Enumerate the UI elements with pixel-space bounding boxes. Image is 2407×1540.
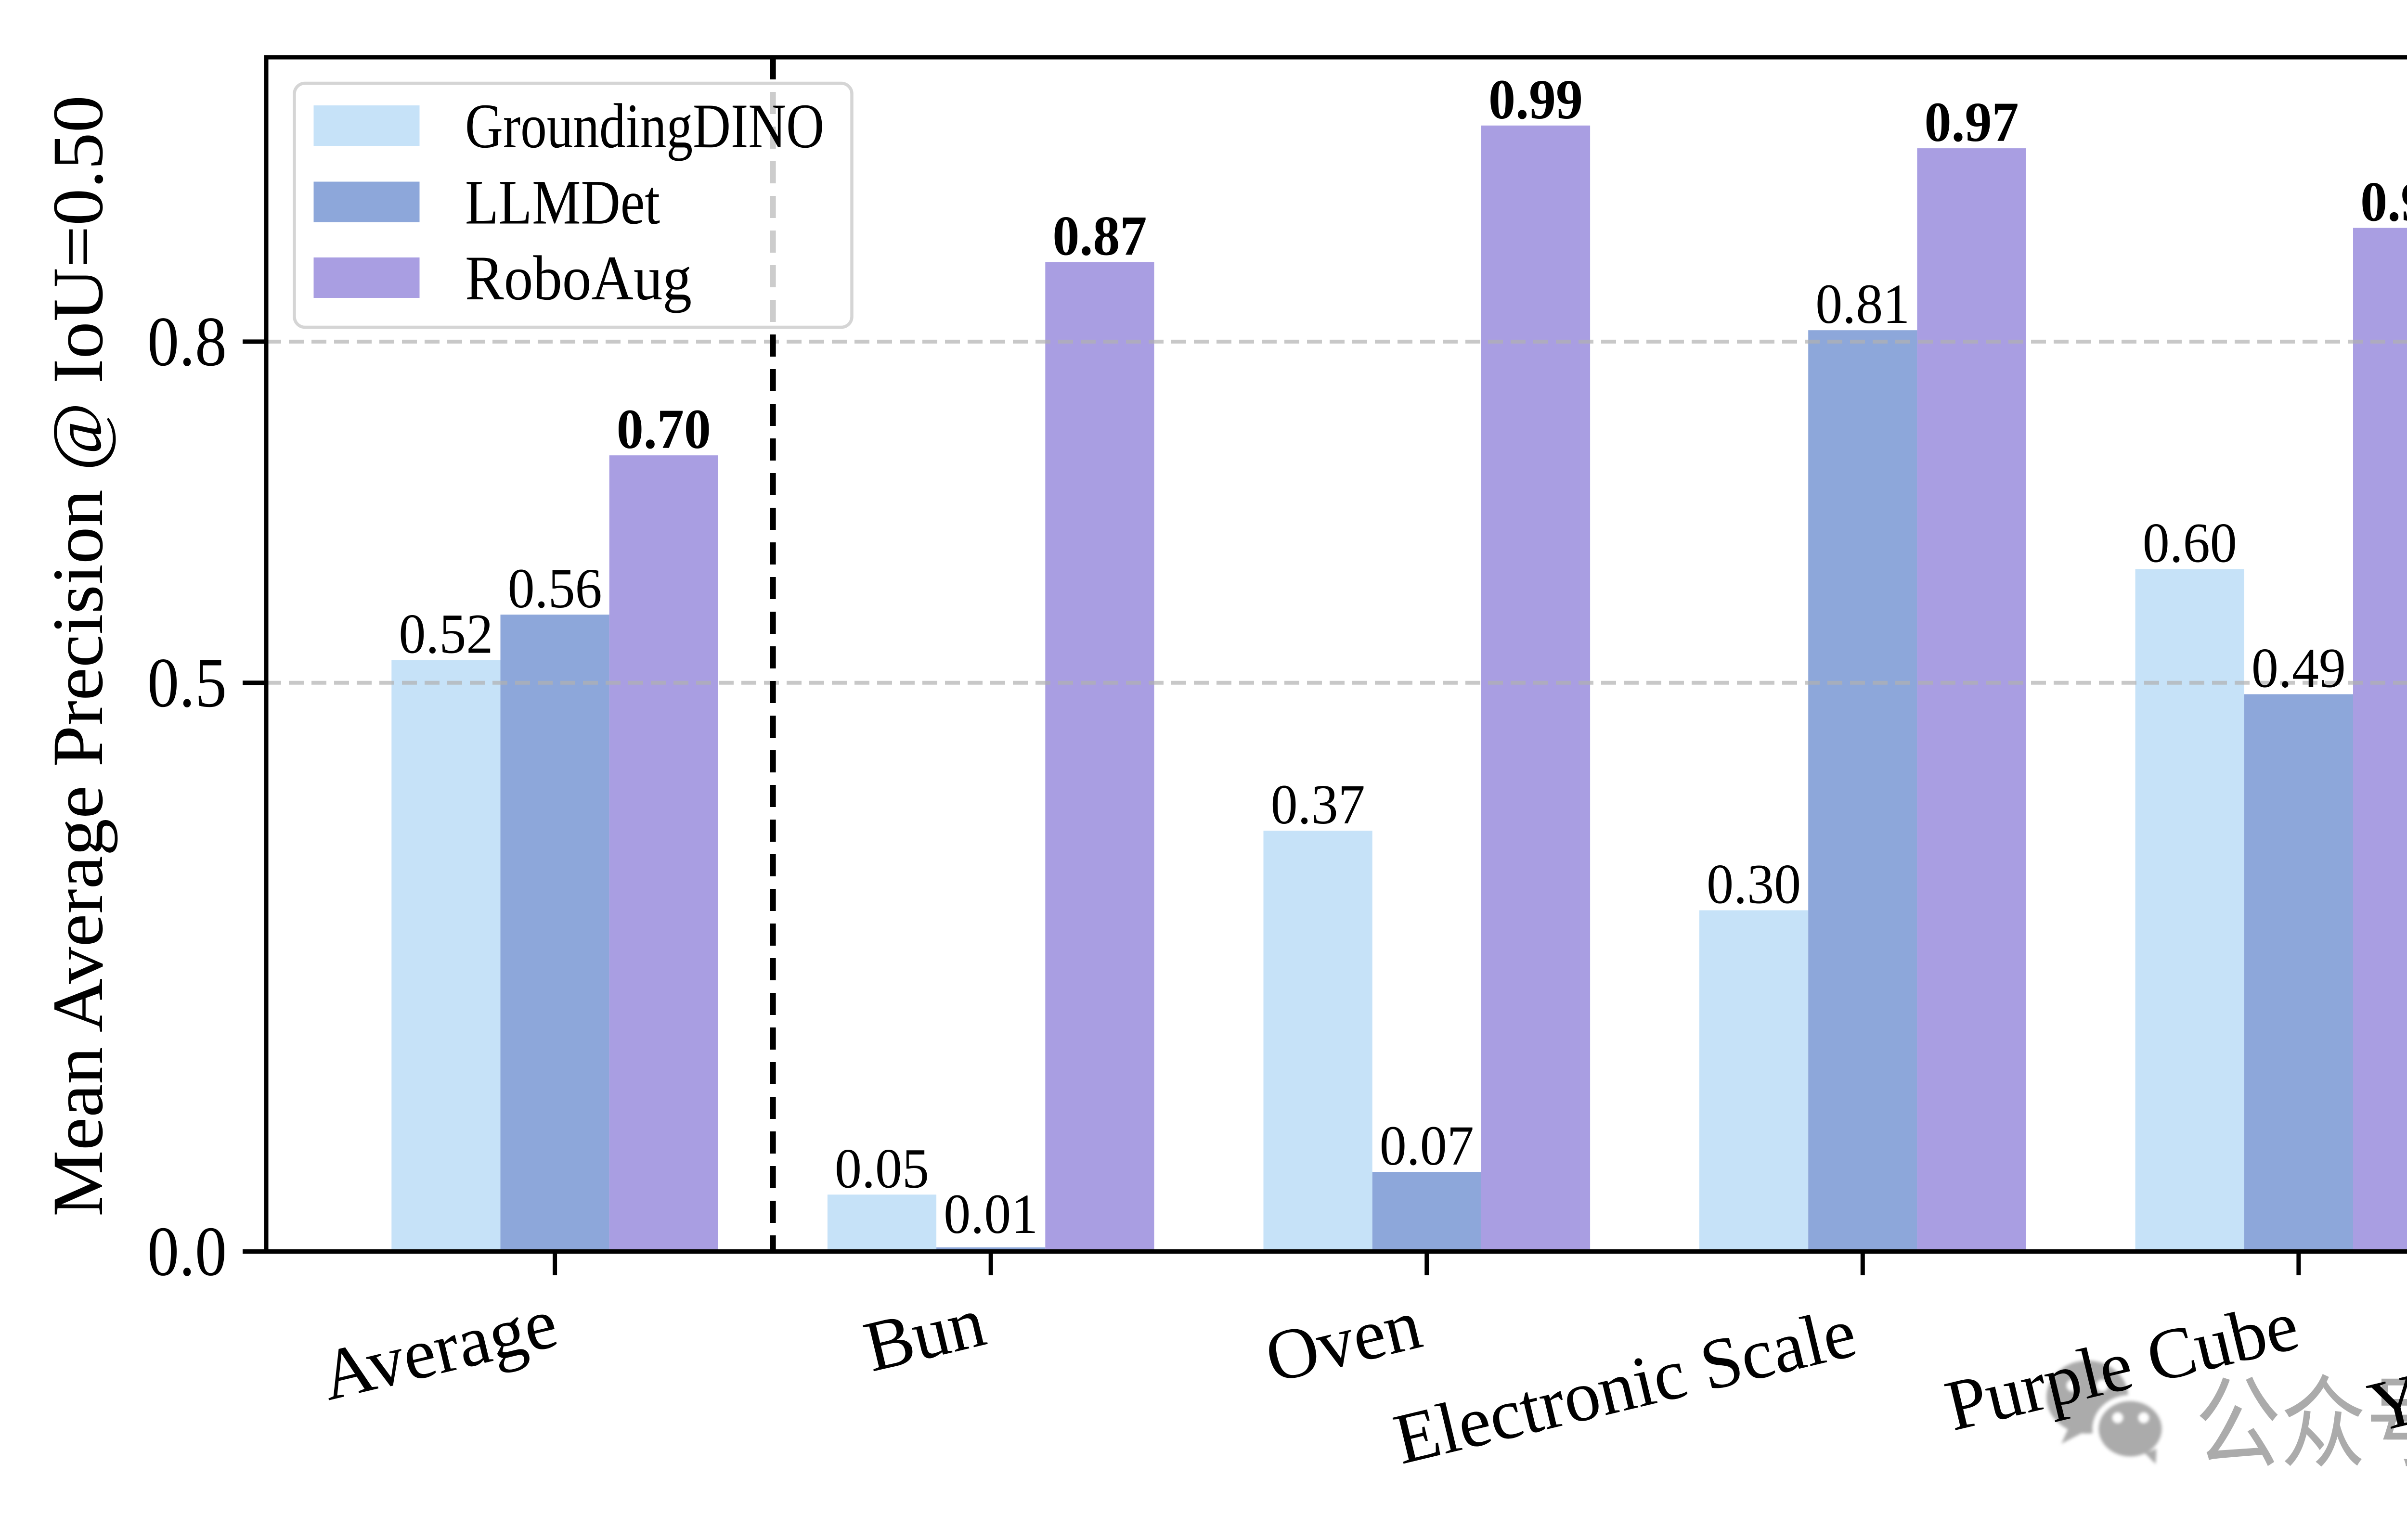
- svg-text:0.70: 0.70: [617, 398, 711, 461]
- svg-text:LLMDet: LLMDet: [465, 167, 660, 238]
- svg-text:0.05: 0.05: [835, 1137, 929, 1200]
- svg-text:GroundingDINO: GroundingDINO: [465, 90, 824, 161]
- svg-text:0.81: 0.81: [1815, 272, 1910, 335]
- svg-text:0.07: 0.07: [1380, 1114, 1474, 1177]
- svg-text:0.30: 0.30: [1707, 853, 1801, 916]
- svg-text:Mean Average Precision @ IoU=0: Mean Average Precision @ IoU=0.50: [38, 95, 118, 1217]
- svg-text:0.87: 0.87: [1052, 204, 1147, 267]
- svg-text:0.56: 0.56: [508, 557, 602, 620]
- svg-text:0.37: 0.37: [1271, 773, 1365, 836]
- svg-text:0.99: 0.99: [1488, 68, 1583, 131]
- svg-text:RoboAug: RoboAug: [465, 243, 692, 313]
- svg-text:0.90: 0.90: [2360, 170, 2407, 233]
- svg-text:0.8: 0.8: [147, 302, 227, 381]
- svg-text:0.0: 0.0: [147, 1212, 227, 1291]
- svg-text:0.49: 0.49: [2252, 637, 2346, 700]
- svg-text:0.60: 0.60: [2143, 512, 2237, 575]
- svg-text:0.52: 0.52: [399, 603, 493, 666]
- svg-text:0.01: 0.01: [944, 1182, 1038, 1245]
- svg-text:0.97: 0.97: [1925, 90, 2019, 154]
- svg-text:0.5: 0.5: [147, 643, 227, 722]
